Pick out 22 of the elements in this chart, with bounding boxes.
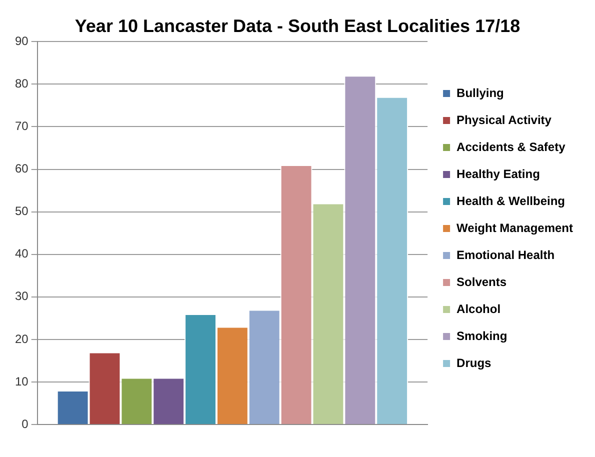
y-tick-label: 30 [14, 289, 29, 304]
y-tick-label: 40 [14, 246, 29, 261]
y-tick-label: 0 [22, 416, 29, 431]
y-tick-label: 80 [14, 76, 29, 90]
legend-label: Alcohol [456, 302, 501, 316]
legend-label: Bullying [456, 86, 504, 100]
legend-label: Smoking [456, 328, 508, 343]
legend-label: Health & Wellbeing [456, 194, 566, 208]
legend-label: Emotional Health [456, 248, 555, 262]
legend-label: Physical Activity [456, 112, 552, 127]
legend-label: Accidents & Safety [456, 140, 566, 154]
chart-title: Year 10 Lancaster Data - South East Localities 17/18 [74, 16, 520, 36]
y-tick-label: 20 [14, 332, 29, 346]
legend-label: Drugs [456, 356, 492, 370]
y-tick-label: 50 [14, 204, 29, 218]
y-tick-label: 90 [14, 34, 29, 48]
legend-label: Healthy Eating [456, 166, 540, 181]
y-tick-label: 10 [14, 374, 29, 388]
y-tick-label: 70 [14, 119, 29, 134]
y-tick-label: 60 [14, 162, 29, 176]
legend-label: Solvents [456, 274, 507, 289]
legend-label: Weight Management [456, 220, 574, 235]
